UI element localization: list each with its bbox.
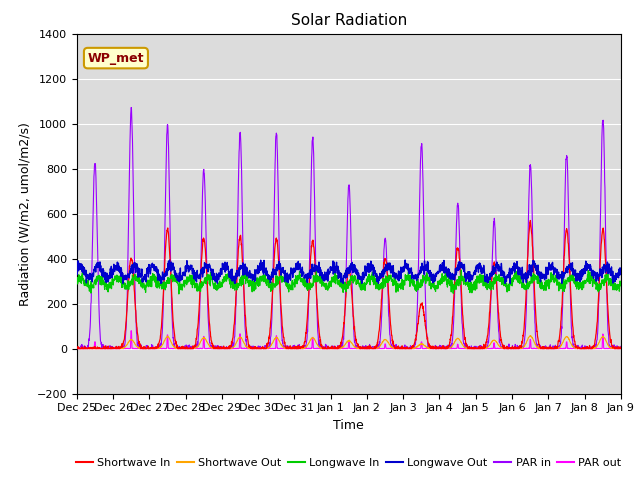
Text: WP_met: WP_met (88, 51, 144, 65)
Legend: Shortwave In, Shortwave Out, Longwave In, Longwave Out, PAR in, PAR out: Shortwave In, Shortwave Out, Longwave In… (72, 453, 626, 472)
X-axis label: Time: Time (333, 419, 364, 432)
Title: Solar Radiation: Solar Radiation (291, 13, 407, 28)
Y-axis label: Radiation (W/m2, umol/m2/s): Radiation (W/m2, umol/m2/s) (18, 121, 31, 306)
